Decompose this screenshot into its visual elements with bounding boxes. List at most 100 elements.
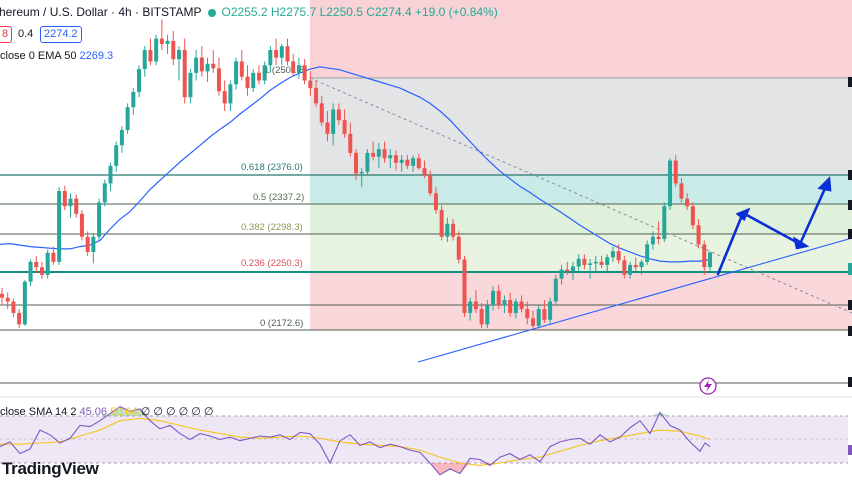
candle-body	[331, 109, 336, 134]
candle-body	[154, 38, 159, 62]
candle-body	[445, 223, 450, 237]
rsi-empty-values: ∅ ∅ ∅ ∅ ∅ ∅	[140, 406, 214, 418]
candle-body	[416, 158, 421, 169]
candle-body	[456, 236, 461, 260]
fib-zone-top	[310, 0, 852, 78]
fib-label-0: 0 (2172.6)	[260, 318, 303, 329]
symbol-header[interactable]: hereum / U.S. Dollar · 4h · BITSTAMP O225…	[0, 5, 498, 19]
candle-body	[216, 68, 221, 92]
candle-body	[622, 260, 627, 275]
candle-body	[28, 261, 33, 282]
buy-price-pill[interactable]: 2274.2	[40, 26, 82, 43]
projection-line	[716, 182, 829, 276]
ohlc-values: O2255.2 H2275.7 L2250.5 C2274.4 +19.0 (+…	[221, 5, 498, 19]
candle-body	[222, 91, 227, 104]
fib-zone-0236-0	[310, 272, 852, 330]
edge-marker	[848, 200, 852, 210]
candle-body	[548, 301, 553, 320]
fib-zone-05-0382	[310, 204, 852, 234]
candle-body	[119, 130, 124, 146]
candle-body	[673, 160, 678, 184]
edge-marker	[848, 377, 852, 387]
rsi-pane	[0, 405, 848, 476]
candle-body	[393, 155, 398, 163]
candle-body	[142, 50, 147, 70]
projection-path[interactable]	[716, 176, 832, 276]
candle-body	[582, 258, 587, 265]
candle-body	[433, 193, 438, 211]
fib-zones	[310, 0, 852, 330]
candle-body	[148, 50, 153, 62]
lightning-icon[interactable]	[699, 377, 717, 395]
candle-body	[553, 278, 558, 302]
fib-zone-1-0618	[310, 78, 852, 175]
candle-body	[262, 65, 267, 81]
spread-value: 0.4	[18, 28, 34, 40]
fib-label-05: 0.5 (2337.2)	[253, 192, 304, 203]
candle-body	[0, 293, 4, 298]
candle-body	[485, 305, 490, 325]
sell-price-pill[interactable]: 8	[0, 26, 13, 43]
arrow-head-1	[735, 207, 751, 222]
candle-body	[199, 57, 204, 72]
candle-body	[690, 206, 695, 226]
candle-body	[97, 202, 102, 237]
candle-body	[177, 50, 181, 60]
candle-body	[628, 264, 633, 275]
candle-body	[451, 223, 456, 237]
candle-body	[359, 171, 364, 174]
candle-body	[576, 258, 581, 267]
candle-body	[131, 91, 136, 108]
candle-body	[5, 297, 10, 302]
candle-body	[610, 251, 615, 258]
candle-body	[17, 312, 22, 325]
candle-body	[519, 301, 524, 310]
fib-label-0236: 0.236 (2250.3)	[241, 258, 303, 269]
fib-lines	[0, 77, 852, 398]
candle-body	[325, 122, 330, 134]
rsi-value: 45.06	[79, 406, 108, 418]
candle-body	[234, 61, 239, 85]
candle-body	[308, 80, 313, 89]
candle-body	[439, 210, 444, 237]
candle-body	[182, 50, 187, 98]
candle-body	[108, 165, 113, 184]
candle-body	[531, 318, 535, 326]
candle-body	[114, 145, 119, 166]
fib-zone-0382-0236	[310, 234, 852, 272]
rsi-oversold-fill	[460, 463, 470, 474]
fib-labels: 1 (2501.8) 0.618 (2376.0) 0.5 (2337.2) 0…	[241, 65, 307, 329]
candle-body	[85, 236, 90, 252]
market-open-dot	[207, 8, 216, 17]
candle-body	[411, 158, 416, 166]
trend-line[interactable]	[417, 237, 852, 363]
rsi-oversold-fill	[450, 463, 460, 474]
ema50-line	[0, 66, 711, 263]
candle-body	[491, 290, 496, 306]
candle-body	[188, 72, 193, 98]
candle-body	[570, 266, 575, 272]
candle-body	[536, 309, 541, 326]
candle-body	[639, 261, 644, 268]
candle-body	[22, 281, 27, 325]
candle-body	[34, 261, 39, 268]
candle-body	[211, 63, 216, 69]
rsi-overbought-fill	[120, 406, 130, 416]
candle-body	[194, 57, 199, 73]
edge-marker	[848, 77, 852, 87]
candle-body	[542, 309, 547, 320]
edge-marker	[848, 170, 852, 180]
candle-body	[79, 213, 84, 237]
edge-marker	[848, 300, 852, 310]
ema-value: 2269.3	[79, 50, 114, 62]
candle-body	[274, 50, 279, 58]
edge-marker	[848, 326, 852, 336]
rsi-legend[interactable]: close SMA 14 2 45.06 50.64 ∅ ∅ ∅ ∅ ∅ ∅	[0, 405, 213, 418]
candle-body	[279, 46, 284, 58]
rsi-label: close SMA 14 2	[0, 406, 77, 418]
candle-body	[468, 301, 473, 313]
candle-body	[650, 236, 655, 245]
ema-legend[interactable]: close 0 EMA 50 2269.3	[0, 50, 113, 62]
candle-body	[239, 61, 244, 77]
